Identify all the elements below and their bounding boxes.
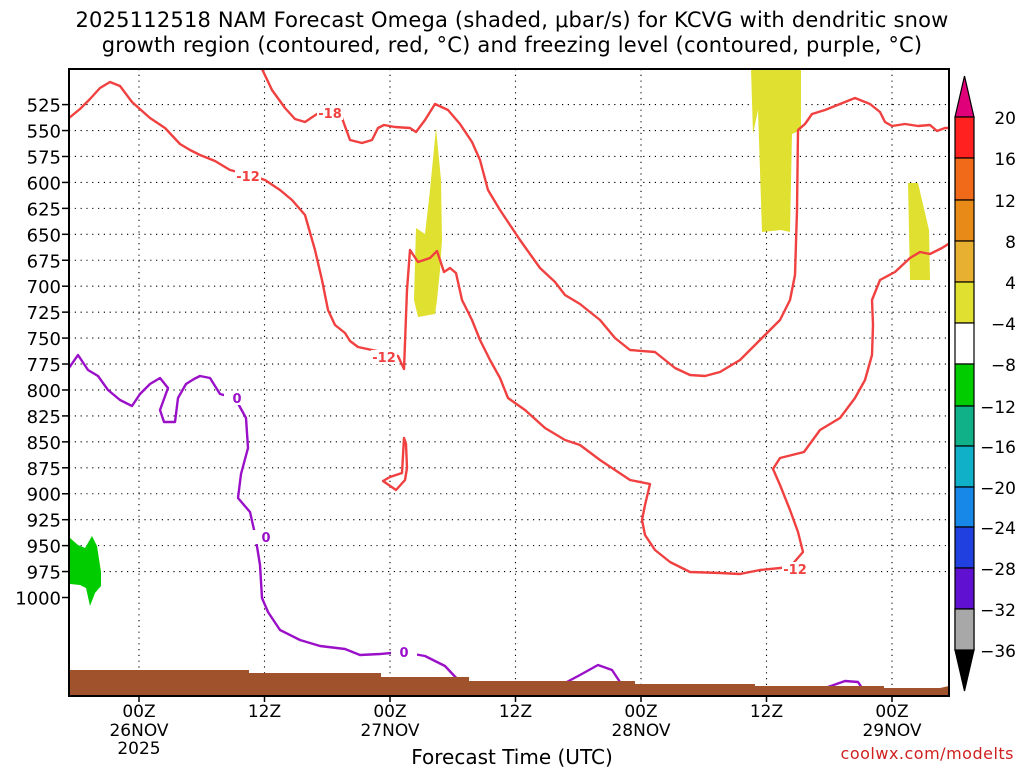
y-tick-label: 800 bbox=[27, 381, 61, 402]
colorbar-label: 8 bbox=[1005, 233, 1016, 253]
x-tick-date: 28NOV bbox=[611, 721, 670, 741]
terrain-ground bbox=[69, 670, 949, 696]
contour-label: 0 bbox=[399, 646, 408, 661]
plot-area bbox=[69, 69, 949, 696]
y-tick-label: 675 bbox=[27, 251, 61, 272]
freezing-level-contour bbox=[564, 663, 621, 685]
contour-label: 0 bbox=[232, 392, 241, 407]
colorbar-label: −4 bbox=[991, 315, 1016, 335]
freezing-level-contour bbox=[827, 679, 863, 689]
x-tick-date: 29NOV bbox=[862, 721, 921, 741]
y-tick-label: 825 bbox=[27, 407, 61, 428]
site-credit: coolwx.com/modelts bbox=[840, 744, 1014, 763]
y-tick-label: 650 bbox=[27, 225, 61, 246]
colorbar-label: −12 bbox=[980, 398, 1016, 418]
x-tick-label: 00Z bbox=[373, 702, 406, 722]
colorbar-bin bbox=[954, 526, 975, 569]
omega-positive-region bbox=[751, 69, 801, 232]
y-tick-label: 700 bbox=[27, 277, 61, 298]
y-tick-label: 600 bbox=[27, 173, 61, 194]
x-tick-date: 2025 bbox=[117, 739, 160, 759]
colorbar-bin bbox=[954, 445, 975, 488]
colorbar-bottom-arrow bbox=[954, 649, 975, 692]
contour-label: -18 bbox=[318, 107, 342, 122]
colorbar-bin bbox=[954, 486, 975, 528]
colorbar-bin bbox=[954, 567, 975, 610]
chart-title-line-2: growth region (contoured, red, °C) and f… bbox=[101, 33, 923, 57]
y-axis-labels: 525 550 575 600 625 650 675 700 725 750 775 800 825 8… bbox=[15, 96, 69, 610]
colorbar-label: −36 bbox=[980, 642, 1016, 662]
x-tick-date: 27NOV bbox=[360, 721, 419, 741]
y-tick-label: 575 bbox=[27, 147, 61, 168]
omega-negative-region bbox=[70, 536, 101, 606]
colorbar-bin bbox=[954, 608, 975, 651]
contour-label-bg bbox=[782, 562, 808, 576]
colorbar-bin bbox=[954, 199, 975, 242]
x-tick-label: 00Z bbox=[624, 702, 657, 722]
contour-label: 0 bbox=[261, 531, 270, 546]
x-tick-label: 00Z bbox=[875, 702, 908, 722]
colorbar-label: −20 bbox=[980, 479, 1016, 499]
x-tick-label: 12Z bbox=[248, 702, 281, 722]
omega-shading bbox=[70, 69, 930, 606]
y-tick-label: 900 bbox=[27, 485, 61, 506]
colorbar-bin bbox=[954, 405, 975, 447]
x-tick-date: 26NOV bbox=[109, 721, 168, 741]
colorbar-label: −32 bbox=[980, 601, 1016, 621]
x-tick-label: 12Z bbox=[750, 702, 783, 722]
y-tick-label: 625 bbox=[27, 199, 61, 220]
contour-label-bg bbox=[371, 350, 397, 364]
y-tick-label: 975 bbox=[27, 563, 61, 584]
chart-title-line-1: 2025112518 NAM Forecast Omega (shaded, μ… bbox=[75, 8, 949, 32]
dgz-contour-closed bbox=[381, 436, 409, 492]
colorbar-bin bbox=[954, 281, 975, 324]
contour-label-bg bbox=[391, 645, 417, 659]
contour-label-bg bbox=[253, 530, 279, 544]
colorbar-bin bbox=[954, 157, 975, 201]
colorbar-label: −24 bbox=[980, 519, 1016, 539]
colorbar-bin bbox=[954, 363, 975, 407]
y-tick-label: 775 bbox=[27, 355, 61, 376]
x-axis-title: Forecast Time (UTC) bbox=[411, 745, 613, 769]
y-tick-label: 850 bbox=[27, 433, 61, 454]
contour-labels: -18 -12 -12 -12 0 0 0 bbox=[224, 106, 808, 661]
dgz-contour-upper bbox=[260, 69, 949, 378]
colorbar-label: −16 bbox=[980, 438, 1016, 458]
colorbar-label: −8 bbox=[991, 356, 1016, 376]
colorbar-label: 16 bbox=[994, 150, 1016, 170]
contour-label-bg bbox=[224, 391, 250, 405]
y-tick-label: 950 bbox=[27, 537, 61, 558]
contour-label-bg bbox=[235, 169, 261, 183]
colorbar-label: 12 bbox=[994, 192, 1016, 212]
y-tick-label: 875 bbox=[27, 459, 61, 480]
contour-label: -12 bbox=[783, 563, 807, 578]
contour-label: -12 bbox=[372, 351, 396, 366]
y-tick-label: 550 bbox=[27, 122, 61, 143]
colorbar-label: 20 bbox=[994, 109, 1016, 129]
colorbar-bin bbox=[954, 116, 975, 159]
y-tick-label: 750 bbox=[27, 329, 61, 350]
contour-label: -12 bbox=[236, 170, 260, 185]
colorbar-bin bbox=[954, 322, 975, 365]
contour-label-bg bbox=[317, 106, 343, 120]
colorbar-label: 4 bbox=[1005, 274, 1016, 294]
x-tick-label: 12Z bbox=[499, 702, 532, 722]
colorbar-top-arrow bbox=[954, 75, 975, 118]
x-tick-label: 00Z bbox=[122, 702, 155, 722]
y-tick-label: 525 bbox=[27, 96, 61, 117]
colorbar-bin bbox=[954, 240, 975, 283]
plot-frame bbox=[68, 68, 950, 697]
omega-positive-region bbox=[414, 128, 442, 317]
omega-colorbar: 20 16 12 8 4 −4 −8 −12 −16 −20 −24 −28 −32 −36 bbox=[954, 75, 1016, 692]
y-tick-label: 925 bbox=[27, 511, 61, 532]
y-tick-label: 725 bbox=[27, 303, 61, 324]
colorbar-label: −28 bbox=[980, 560, 1016, 580]
y-tick-label: 1000 bbox=[15, 589, 61, 610]
